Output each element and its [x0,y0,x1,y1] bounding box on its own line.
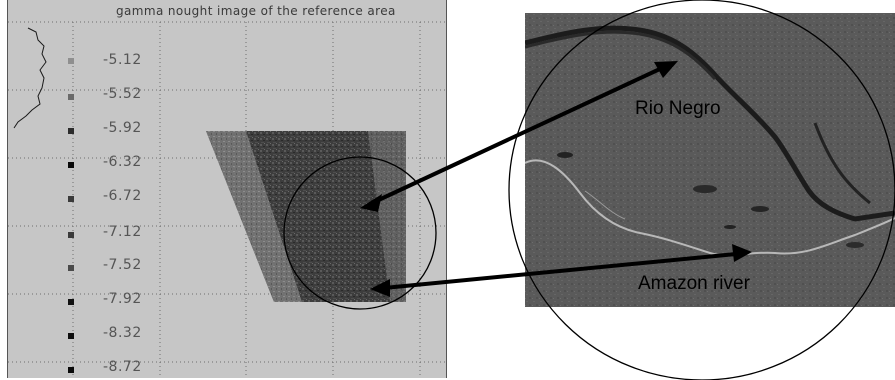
scale-swatch-8 [68,333,74,339]
scale-swatch-1 [68,94,74,100]
plot-title: gamma nought image of the reference area [116,4,396,18]
scale-swatch-7 [68,299,74,305]
scale-label-8: -8.32 [103,325,142,341]
scale-swatch-3 [68,162,74,168]
sar-image [206,131,406,302]
gamma-nought-plot: -5.12 -5.52 -5.92 -6.32 -6.72 -7.12 -7.5… [7,0,447,378]
scale-swatch-9 [68,367,74,373]
color-scale: -5.12 -5.52 -5.92 -6.32 -6.72 -7.12 -7.5… [68,52,142,375]
plot-canvas: -5.12 -5.52 -5.92 -6.32 -6.72 -7.12 -7.5… [8,21,446,378]
scale-label-6: -7.52 [103,257,142,273]
scale-label-5: -7.12 [103,224,142,240]
photo-canvas [525,13,895,307]
scale-label-2: -5.92 [103,120,142,136]
scale-label-9: -8.72 [103,359,142,375]
coastline-outline [13,27,47,129]
scale-swatch-4 [68,196,74,202]
scale-label-7: -7.92 [103,291,142,307]
satellite-photo [525,13,895,307]
scale-swatch-6 [68,265,74,271]
scale-swatch-0 [68,58,74,64]
scale-swatch-2 [68,128,74,134]
scale-label-3: -6.32 [103,154,142,170]
scale-label-0: -5.12 [103,52,142,68]
scale-label-4: -6.72 [103,188,142,204]
scale-label-1: -5.52 [103,86,142,102]
scale-swatch-5 [68,232,74,238]
highlight-ellipse [283,156,437,310]
plot-grid [8,21,446,378]
